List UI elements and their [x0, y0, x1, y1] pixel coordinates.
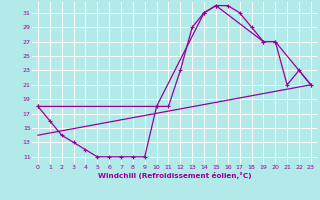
X-axis label: Windchill (Refroidissement éolien,°C): Windchill (Refroidissement éolien,°C) [98, 172, 251, 179]
